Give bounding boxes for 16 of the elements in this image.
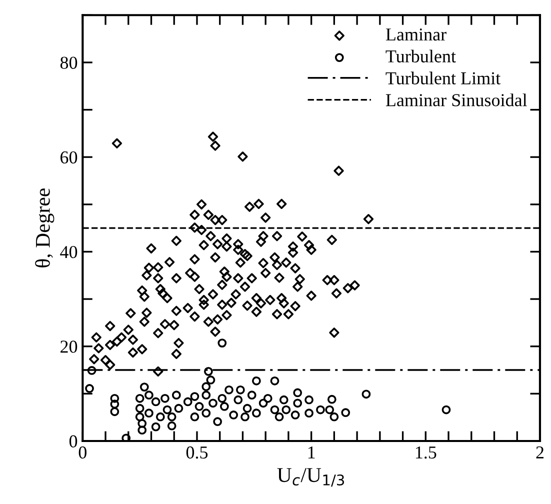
legend-label: Turbulent Limit: [386, 72, 501, 84]
x-tick-label: 0.5: [186, 446, 208, 459]
y-tick-label: 0: [69, 435, 78, 448]
x-axis-title: U$_{c}$/U$_{1/3}$: [277, 468, 344, 487]
x-tick-label: 0: [78, 446, 86, 459]
y-tick-label: 20: [60, 340, 78, 353]
x-tick-label: 1: [308, 446, 315, 458]
y-tick-label: 60: [60, 151, 78, 164]
y-tick-label: 80: [60, 56, 78, 69]
legend-label: Laminar Sinusoidal: [386, 94, 527, 106]
legend-label: Laminar: [386, 28, 446, 41]
y-tick-label: 40: [60, 246, 78, 258]
x-tick-label: 1.5: [416, 446, 436, 459]
y-axis-title: θ, Degree: [35, 188, 54, 268]
x-tick-label: 2: [536, 446, 544, 458]
legend-label: Turbulent: [386, 50, 456, 62]
